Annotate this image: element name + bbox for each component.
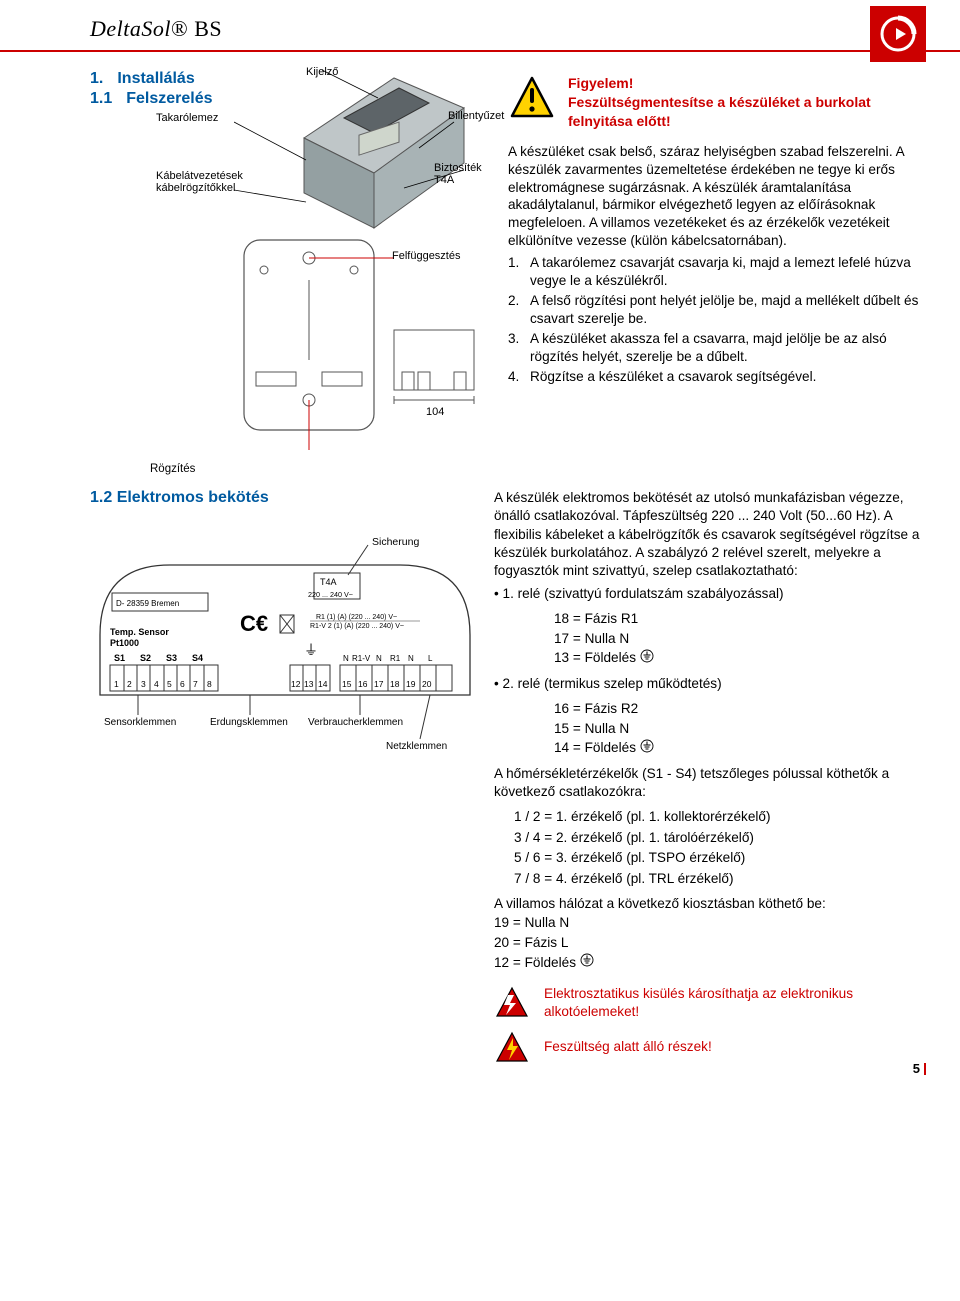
label-netzklemmen: Netzklemmen (386, 741, 447, 752)
install-steps: 1.A takarólemez csavarját csavarja ki, m… (508, 254, 926, 386)
diagram-device: Kijelző Billentyűzet Biztosíték T4A Taka… (234, 70, 494, 453)
relay2-assign: 16 = Fázis R2 15 = Nulla N 14 = Földelés (554, 699, 926, 759)
install-paragraph: A készüléket csak belső, száraz helyiség… (508, 143, 926, 251)
warning-icon (508, 74, 556, 125)
s12-body: A készülék elektromos bekötését az utols… (494, 489, 926, 581)
bw-text-2: Feszültség alatt álló részek! (544, 1038, 712, 1056)
svg-text:12: 12 (291, 679, 301, 689)
label-t4a: T4A (320, 577, 337, 587)
esd-icon (494, 985, 530, 1021)
svg-text:S2: S2 (140, 653, 151, 663)
label-r2line: R1-V 2 (1) (A) (220 ... 240) V~ (310, 623, 404, 630)
svg-text:⏚: ⏚ (304, 642, 318, 658)
svg-text:4: 4 (154, 679, 159, 689)
wiring-right: A készülék elektromos bekötését az utols… (494, 489, 926, 1074)
h11-text: Felszerelés (126, 90, 212, 108)
svg-text:N: N (408, 654, 414, 663)
svg-text:5: 5 (167, 679, 172, 689)
page-number-bar (924, 1063, 926, 1075)
brand: DeltaSol® BS (90, 16, 936, 42)
svg-text:17: 17 (374, 679, 384, 689)
voltage-icon (494, 1030, 530, 1066)
step-4: Rögzítse a készüléket a csavarok segítsé… (530, 368, 816, 386)
svg-text:15: 15 (342, 679, 352, 689)
section-wiring: 1.2 Elektromos bekötés D- 28359 Bremen S… (90, 489, 926, 1074)
relay1-title: • 1. relé (szivattyú fordulatszám szabál… (494, 585, 926, 603)
wiring-diagram-svg: D- 28359 Bremen Sicherung T4A 220 ... 24… (90, 515, 480, 775)
headings: 1. Installálás 1.1 Felszerelés (90, 70, 220, 453)
h11-num: 1.1 (90, 90, 112, 108)
label-r1line: R1 (1) (A) (220 ... 240) V~ (316, 614, 397, 621)
bottom-warnings: Elektrosztatikus kisülés károsíthatja az… (494, 985, 926, 1066)
step-1: A takarólemez csavarját csavarja ki, maj… (530, 254, 926, 290)
warning-text: Feszültségmentesítse a készüléket a burk… (568, 93, 926, 131)
ground-icon (640, 739, 654, 759)
h12: 1.2 Elektromos bekötés (90, 489, 480, 507)
ground-icon (640, 649, 654, 669)
h1-num: 1. (90, 70, 103, 88)
svg-text:6: 6 (180, 679, 185, 689)
svg-text:N: N (376, 654, 382, 663)
brand-reg: ® (171, 16, 188, 41)
svg-text:16: 16 (358, 679, 368, 689)
svg-text:19: 19 (406, 679, 416, 689)
svg-text:8: 8 (207, 679, 212, 689)
svg-text:L: L (428, 654, 433, 663)
bw-text-1: Elektrosztatikus kisülés károsíthatja az… (544, 985, 926, 1022)
label-rogzites: Rögzítés (150, 463, 926, 475)
step-3: A készüléket akassza fel a csavarra, maj… (530, 330, 926, 366)
page-content: 1. Installálás 1.1 Felszerelés (0, 52, 960, 1084)
svg-text:N: N (343, 654, 349, 663)
relay2-title: • 2. relé (termikus szelep működtetés) (494, 675, 926, 693)
label-verbraucherklemmen: Verbraucherklemmen (308, 717, 403, 728)
svg-text:S4: S4 (192, 653, 203, 663)
install-text-col: Figyelem! Feszültségmentesítse a készülé… (508, 70, 926, 453)
step-2: A felső rögzítési pont helyét jelölje be… (530, 292, 926, 328)
ce-mark: C€ (240, 611, 268, 636)
mains-intro: A villamos hálózat a következő kiosztásb… (494, 895, 926, 913)
svg-text:1: 1 (114, 679, 119, 689)
wiring-left: 1.2 Elektromos bekötés D- 28359 Bremen S… (90, 489, 480, 1074)
svg-text:R1-V: R1-V (352, 654, 371, 663)
label-address: D- 28359 Bremen (116, 599, 179, 608)
svg-text:S1: S1 (114, 653, 125, 663)
svg-text:S3: S3 (166, 653, 177, 663)
page-header: DeltaSol® BS (0, 0, 960, 52)
h1-text: Installálás (117, 70, 194, 88)
brand-bold: DeltaSol (90, 16, 171, 41)
sensors-intro: A hőmérsékletérzékelők (S1 - S4) tetszől… (494, 765, 926, 802)
label-erdungsklemmen: Erdungsklemmen (210, 717, 288, 728)
brand-suffix: BS (188, 16, 222, 41)
svg-text:7: 7 (193, 679, 198, 689)
label-voltage: 220 ... 240 V~ (308, 590, 353, 599)
page-number: 5 (913, 1061, 926, 1076)
label-pt1000: Pt1000 (110, 638, 139, 648)
device-diagram-svg (234, 70, 494, 450)
sensors-list: 1 / 2 = 1. érzékelő (pl. 1. kollektorérz… (514, 807, 926, 889)
svg-text:18: 18 (390, 679, 400, 689)
svg-text:13: 13 (304, 679, 314, 689)
svg-text:R1: R1 (390, 654, 401, 663)
mains-list: 19 = Nulla N 20 = Fázis L 12 = Földelés (494, 913, 926, 973)
label-sicherung: Sicherung (372, 536, 419, 548)
svg-text:2: 2 (127, 679, 132, 689)
warning-box: Figyelem! Feszültségmentesítse a készülé… (508, 70, 926, 143)
label-tempsensor: Temp. Sensor (110, 627, 169, 637)
svg-text:3: 3 (141, 679, 146, 689)
svg-text:14: 14 (318, 679, 328, 689)
ground-icon (580, 953, 594, 973)
relay1-assign: 18 = Fázis R1 17 = Nulla N 13 = Földelés (554, 609, 926, 669)
warning-title: Figyelem! (568, 74, 926, 93)
section-install: 1. Installálás 1.1 Felszerelés (90, 70, 926, 453)
svg-text:20: 20 (422, 679, 432, 689)
install-body: A készüléket csak belső, száraz helyiség… (508, 143, 926, 386)
label-sensorklemmen: Sensorklemmen (104, 717, 176, 728)
